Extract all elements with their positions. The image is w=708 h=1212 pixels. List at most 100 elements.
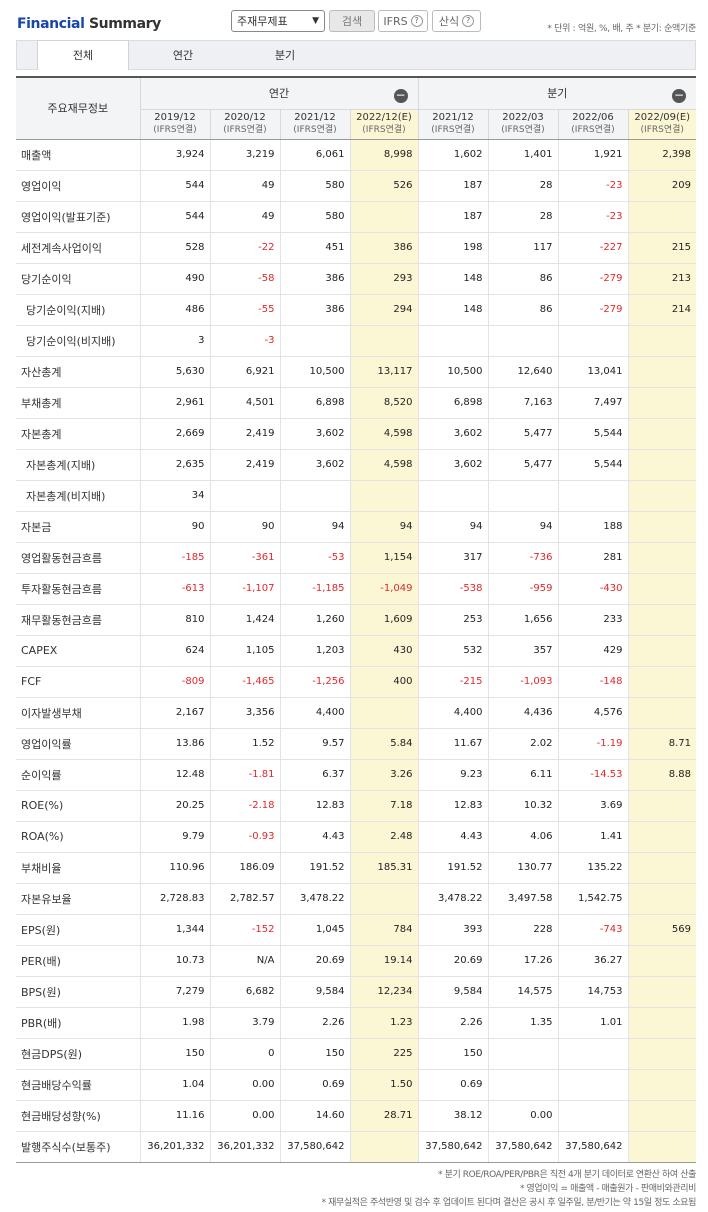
table-cell: -22: [209, 232, 280, 264]
row-label[interactable]: 부채총계: [16, 387, 140, 419]
column-period: 2020/12: [224, 112, 266, 123]
table-cell: 3,602: [279, 418, 350, 450]
row-label[interactable]: PER(배): [16, 945, 140, 977]
row-label[interactable]: 자본총계(지배): [16, 449, 140, 481]
row-label[interactable]: 세전계속사업이익: [16, 232, 140, 264]
collapse-annual-icon[interactable]: −: [393, 88, 408, 103]
row-label[interactable]: 부채비율: [16, 852, 140, 884]
table-cell: 2,419: [209, 449, 280, 481]
table-cell: 2,728.83: [139, 883, 210, 915]
table-cell: 86: [487, 263, 558, 295]
row-label[interactable]: ROA(%): [16, 821, 140, 853]
table-cell: 198: [417, 232, 488, 264]
table-cell: 1.52: [209, 728, 280, 760]
table-cell: 2,398: [627, 139, 696, 171]
table-cell: -23: [557, 201, 628, 233]
table-cell: [557, 1038, 628, 1070]
table-cell: 135.22: [557, 852, 628, 884]
table-cell: -227: [557, 232, 628, 264]
row-label[interactable]: BPS(원): [16, 976, 140, 1008]
table-row: 당기순이익(비지배) 3 -3: [16, 325, 696, 357]
row-label[interactable]: CAPEX: [16, 635, 140, 667]
table-row: 당기순이익(지배) 486 -55 386 294 148 86 -279 214: [16, 294, 696, 326]
row-label[interactable]: 현금배당성향(%): [16, 1100, 140, 1132]
row-label[interactable]: 현금DPS(원): [16, 1038, 140, 1070]
table-cell: 225: [349, 1038, 418, 1070]
row-label[interactable]: 이자발생부채: [16, 697, 140, 729]
row-label[interactable]: FCF: [16, 666, 140, 698]
column-period: 2019/12: [154, 112, 196, 123]
table-cell: 187: [417, 170, 488, 202]
table-cell: [557, 480, 628, 512]
row-label[interactable]: 당기순이익: [16, 263, 140, 295]
table-row: 당기순이익 490 -58 386 293 148 86 -279 213: [16, 263, 696, 295]
table-cell: 526: [349, 170, 418, 202]
row-label[interactable]: 투자활동현금흐름: [16, 573, 140, 605]
collapse-quarter-icon[interactable]: −: [672, 88, 686, 103]
table-cell: 14.60: [279, 1100, 350, 1132]
row-label[interactable]: 자본총계(비지배): [16, 480, 140, 512]
table-cell: 49: [209, 201, 280, 233]
tab-all[interactable]: 전체: [37, 40, 129, 70]
table-cell: [627, 511, 696, 543]
row-label[interactable]: 당기순이익(지배): [16, 294, 140, 326]
table-cell: [417, 325, 488, 357]
table-cell: 191.52: [417, 852, 488, 884]
title-financial: Financial: [17, 16, 85, 32]
table-cell: 12,234: [349, 976, 418, 1008]
formula-help-button[interactable]: 산식 ?: [432, 10, 481, 32]
row-label[interactable]: 영업이익(발표기준): [16, 201, 140, 233]
help-icon: ?: [410, 15, 423, 27]
table-cell: -55: [209, 294, 280, 326]
table-cell: 4,598: [349, 449, 418, 481]
row-label[interactable]: ROE(%): [16, 790, 140, 822]
page-title: Financial Summary: [17, 16, 161, 32]
table-cell: 8.88: [627, 759, 696, 791]
quarter-group-label: 분기: [547, 87, 568, 101]
table-cell: 624: [139, 635, 210, 667]
table-cell: -959: [487, 573, 558, 605]
table-cell: 34: [139, 480, 210, 512]
row-label[interactable]: 현금배당수익률: [16, 1069, 140, 1101]
row-label[interactable]: 발행주식수(보통주): [16, 1131, 140, 1163]
row-label[interactable]: 영업이익: [16, 170, 140, 202]
row-label[interactable]: 영업활동현금흐름: [16, 542, 140, 574]
table-cell: -1.19: [557, 728, 628, 760]
table-cell: 6.37: [279, 759, 350, 791]
column-header: 2021/12 (IFRS연결): [417, 109, 488, 140]
table-cell: 8.71: [627, 728, 696, 760]
ifrs-help-button[interactable]: IFRS ?: [378, 10, 428, 32]
table-row: 영업이익(발표기준) 544 49 580 187 28 -23: [16, 201, 696, 233]
table-cell: 3,356: [209, 697, 280, 729]
table-cell: 3.79: [209, 1007, 280, 1039]
row-label[interactable]: 순이익률: [16, 759, 140, 791]
table-cell: 37,580,642: [487, 1131, 558, 1163]
table-cell: 4,576: [557, 697, 628, 729]
search-button[interactable]: 검색: [329, 10, 375, 32]
row-label[interactable]: 당기순이익(비지배): [16, 325, 140, 357]
search-button-label: 검색: [341, 15, 363, 28]
column-header: 2022/06 (IFRS연결): [557, 109, 628, 140]
column-period: 2022/12(E): [356, 112, 412, 123]
row-label[interactable]: 재무활동현금흐름: [16, 604, 140, 636]
tab-quarter[interactable]: 분기: [274, 49, 296, 62]
row-label[interactable]: 자본총계: [16, 418, 140, 450]
row-label[interactable]: 영업이익률: [16, 728, 140, 760]
column-basis: (IFRS연결): [223, 125, 267, 135]
statement-type-select[interactable]: 주재무제표 ▼: [231, 10, 325, 32]
footnote: * 분기 ROE/ROA/PER/PBR은 직전 4개 분기 데이터로 연환산 …: [438, 1170, 696, 1180]
table-cell: 4,501: [209, 387, 280, 419]
table-cell: 90: [209, 511, 280, 543]
table-cell: 784: [349, 914, 418, 946]
table-cell: 1.23: [349, 1007, 418, 1039]
row-label[interactable]: 자본유보율: [16, 883, 140, 915]
row-label[interactable]: 자산총계: [16, 356, 140, 388]
row-label[interactable]: EPS(원): [16, 914, 140, 946]
table-cell: 148: [417, 294, 488, 326]
row-label[interactable]: PBR(배): [16, 1007, 140, 1039]
tab-annual[interactable]: 연간: [172, 49, 194, 62]
row-label[interactable]: 매출액: [16, 139, 140, 171]
table-cell: 7.18: [349, 790, 418, 822]
table-cell: [349, 201, 418, 233]
row-label[interactable]: 자본금: [16, 511, 140, 543]
